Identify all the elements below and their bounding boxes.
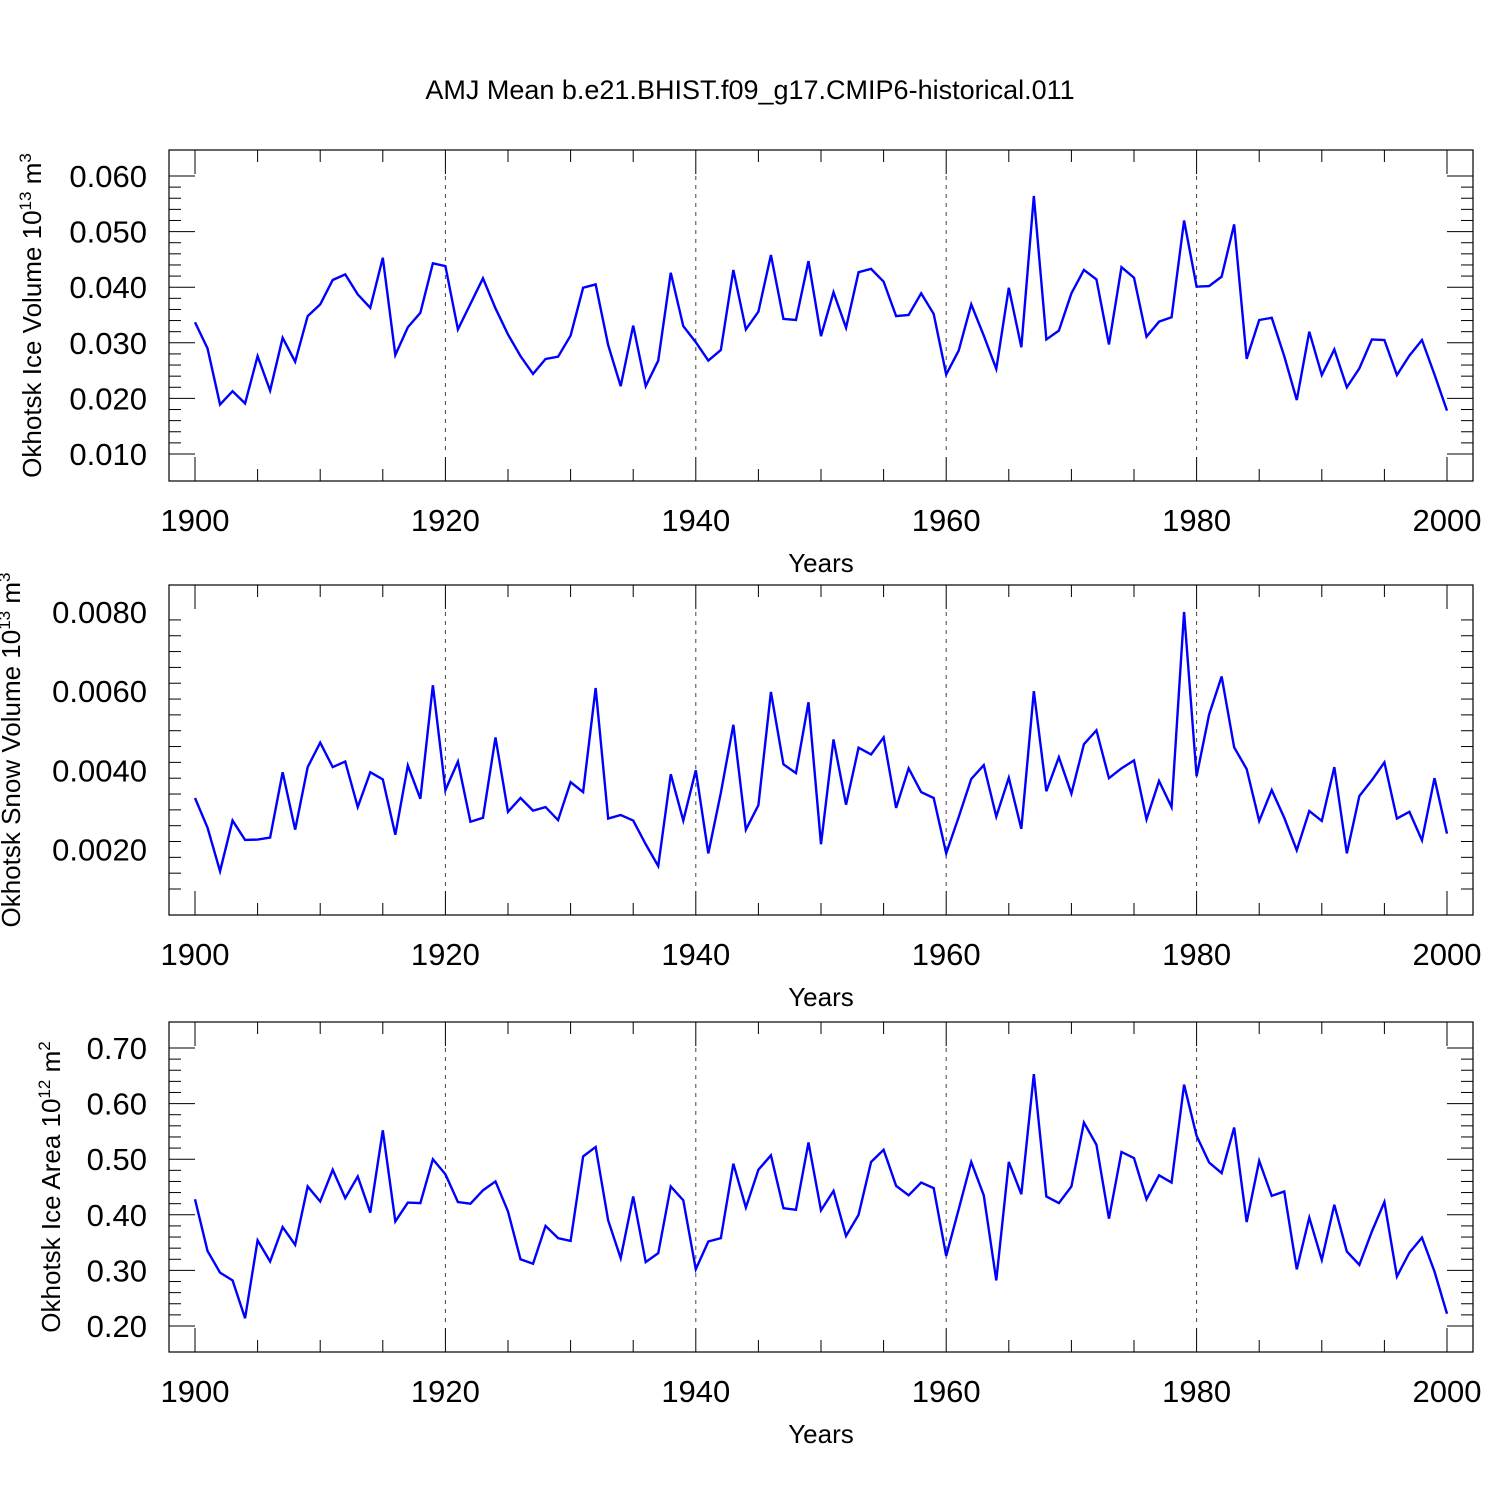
x-tick-label: 1960 [912,937,981,972]
x-tick-label: 1900 [161,937,230,972]
x-tick-label: 1960 [912,503,981,538]
y-tick-label: 0.060 [69,159,147,194]
y-axis-label: Okhotsk Ice Area 1012 m2 [35,1041,66,1332]
y-tick-label: 0.030 [69,326,147,361]
y-axis-label: Okhotsk Ice Volume 1013 m3 [16,153,47,478]
y-tick-label: 0.50 [87,1142,147,1177]
x-tick-label: 1980 [1162,1374,1231,1409]
x-axis-label: Years [788,982,854,1012]
x-tick-label: 2000 [1413,937,1482,972]
y-tick-label: 0.020 [69,381,147,416]
x-tick-label: 1900 [161,1374,230,1409]
y-tick-label: 0.050 [69,215,147,250]
y-tick-label: 0.010 [69,437,147,472]
y-tick-label: 0.70 [87,1031,147,1066]
x-tick-label: 2000 [1413,1374,1482,1409]
chart-title: AMJ Mean b.e21.BHIST.f09_g17.CMIP6-histo… [425,75,1074,105]
y-tick-label: 0.040 [69,270,147,305]
y-tick-label: 0.0080 [52,595,147,630]
y-axis-label: Okhotsk Snow Volume 1013 m3 [0,573,26,928]
x-tick-label: 1960 [912,1374,981,1409]
x-axis-label: Years [788,548,854,578]
y-tick-label: 0.20 [87,1309,147,1344]
y-tick-label: 0.60 [87,1087,147,1122]
y-tick-label: 0.30 [87,1253,147,1288]
y-tick-label: 0.0040 [52,753,147,788]
y-tick-label: 0.0060 [52,674,147,709]
x-tick-label: 1980 [1162,937,1231,972]
panel-snow-volume: 0.0020 0.0040 0.0060 0.0080 1900 1920 1940 1960… [0,573,1481,1013]
y-tick-label: 0.40 [87,1198,147,1233]
panel-ice-volume: 0.010 0.020 0.030 0.040 0.050 0.060 1900 1920 19… [16,149,1482,578]
x-tick-label: 1940 [661,937,730,972]
x-tick-label: 2000 [1413,503,1482,538]
x-tick-label: 1940 [661,1374,730,1409]
x-tick-label: 1980 [1162,503,1231,538]
panel-ice-area: 0.20 0.30 0.40 0.50 0.60 0.70 1900 1920 1940 1960… [35,1021,1482,1449]
y-tick-label: 0.0020 [52,832,147,867]
x-axis-label: Years [788,1419,854,1449]
x-tick-label: 1900 [161,503,230,538]
x-tick-label: 1920 [411,1374,480,1409]
x-tick-label: 1940 [661,503,730,538]
x-tick-label: 1920 [411,503,480,538]
x-tick-label: 1920 [411,937,480,972]
